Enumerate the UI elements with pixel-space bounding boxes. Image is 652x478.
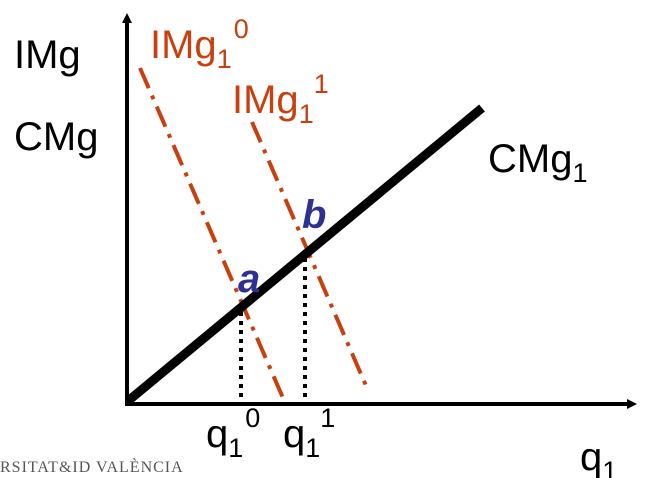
mr1-main: IMg	[232, 78, 299, 122]
q11-main: q	[283, 412, 305, 456]
q10-sub: 1	[228, 433, 243, 463]
y-axis-label-bottom: CMg	[14, 115, 98, 159]
q11-sub: 1	[305, 433, 319, 463]
point-b-label: b	[302, 193, 326, 237]
mr0-main: IMg	[150, 23, 217, 67]
x-axis-main: q	[580, 435, 602, 478]
x-axis-sub: 1	[602, 456, 617, 478]
mr0-sub: 1	[217, 44, 232, 74]
mc-main: CMg	[488, 137, 572, 181]
q10-label: q10	[206, 403, 260, 463]
x-axis-label: q1	[580, 435, 617, 478]
mc-curve	[125, 104, 485, 405]
mr0-curve	[138, 67, 285, 399]
mr1-label: IMg11	[232, 69, 329, 129]
point-a-label: a	[238, 257, 260, 301]
q11-sup: 1	[320, 403, 335, 433]
mr0-label: IMg10	[150, 14, 249, 74]
mr1-sup: 1	[314, 69, 329, 99]
mc-label: CMg1	[488, 137, 587, 188]
mr0-sup: 0	[234, 14, 249, 44]
university-logo-text: RSITAT&ID VALÈNCIA	[0, 457, 184, 476]
q11-label: q11	[283, 403, 335, 463]
mr1-sub: 1	[299, 99, 313, 129]
y-axis-label-top: IMg	[14, 33, 81, 77]
mc-sub: 1	[572, 158, 587, 188]
q10-main: q	[206, 412, 228, 456]
q10-sup: 0	[245, 403, 260, 433]
